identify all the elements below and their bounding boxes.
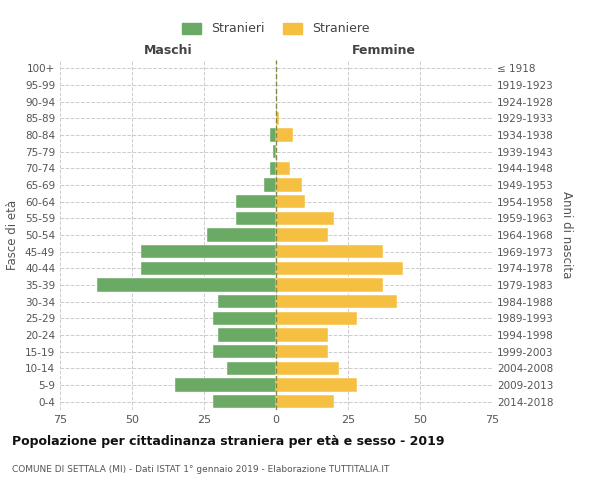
Bar [276,378,356,392]
Text: COMUNE DI SETTALA (MI) - Dati ISTAT 1° gennaio 2019 - Elaborazione TUTTITALIA.IT: COMUNE DI SETTALA (MI) - Dati ISTAT 1° g… [12,465,389,474]
Bar [276,278,383,291]
Bar [276,245,383,258]
Bar [227,362,276,375]
Bar [276,112,279,125]
Legend: Stranieri, Straniere: Stranieri, Straniere [176,16,376,42]
Y-axis label: Anni di nascita: Anni di nascita [560,192,573,278]
Bar [276,128,293,141]
Bar [140,262,276,275]
Bar [276,362,340,375]
Bar [276,262,403,275]
Bar [175,378,276,392]
Bar [97,278,276,291]
Bar [212,395,276,408]
Bar [265,178,276,192]
Bar [207,228,276,241]
Bar [276,328,328,342]
Bar [276,345,328,358]
Text: Popolazione per cittadinanza straniera per età e sesso - 2019: Popolazione per cittadinanza straniera p… [12,435,445,448]
Bar [270,128,276,141]
Y-axis label: Fasce di età: Fasce di età [7,200,19,270]
Bar [276,212,334,225]
Bar [218,328,276,342]
Bar [218,295,276,308]
Bar [276,162,290,175]
Bar [276,312,356,325]
Bar [236,195,276,208]
Bar [276,195,305,208]
Bar [276,395,334,408]
Bar [140,245,276,258]
Bar [212,345,276,358]
Bar [273,145,276,158]
Bar [276,295,397,308]
Bar [276,178,302,192]
Bar [270,162,276,175]
Text: Femmine: Femmine [352,44,416,57]
Text: Maschi: Maschi [143,44,193,57]
Bar [276,228,328,241]
Bar [212,312,276,325]
Bar [236,212,276,225]
